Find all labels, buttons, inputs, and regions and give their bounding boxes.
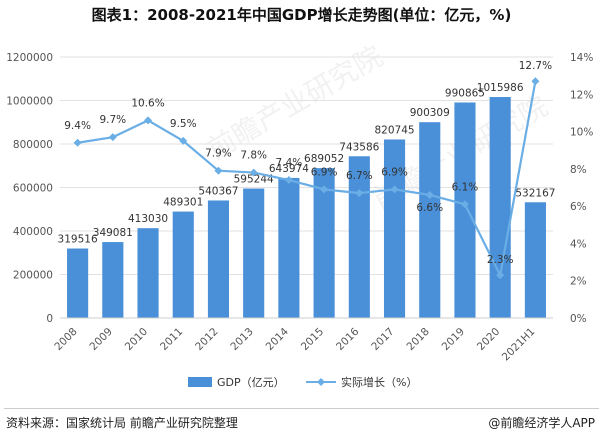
growth-point (355, 189, 364, 198)
brand-attribution: @前瞻经济学人APP (488, 416, 595, 430)
source-note: 资料来源：国家统计局 前瞻产业研究院整理 (6, 416, 238, 430)
gdp-value-label: 349081 (93, 227, 133, 239)
growth-point (496, 271, 505, 280)
gdp-bar (278, 177, 300, 318)
footer: 资料来源：国家统计局 前瞻产业研究院整理 @前瞻经济学人APP (0, 408, 603, 436)
y-left-tick-label: 600000 (13, 183, 53, 195)
gdp-bar (348, 156, 370, 318)
x-tick-label: 2011 (158, 326, 185, 353)
growth-value-label: 10.6% (131, 97, 164, 109)
gdp-value-label: 413030 (128, 213, 168, 225)
x-tick-label: 2010 (123, 326, 150, 353)
gdp-bar (383, 139, 406, 318)
gdp-bar (489, 97, 511, 319)
gdp-bar (313, 168, 335, 318)
y-right-tick-label: 14% (570, 52, 593, 64)
growth-value-label: 6.7% (346, 170, 373, 182)
growth-point (284, 176, 293, 185)
gdp-value-label: 820745 (374, 124, 414, 136)
y-left-tick-label: 1000000 (6, 96, 53, 108)
y-right-tick-label: 6% (570, 201, 587, 213)
legend-swatch-gdp (188, 377, 212, 387)
x-tick-label: 2017 (369, 326, 396, 353)
legend-label-growth: 实际增长（%） (341, 375, 417, 389)
y-left-tick-label: 0 (46, 313, 53, 325)
growth-value-label: 6.9% (311, 166, 338, 178)
growth-point (179, 136, 188, 145)
x-tick-label: 2015 (299, 326, 326, 353)
x-tick-label: 2014 (264, 325, 292, 353)
y-right-tick-label: 10% (570, 127, 593, 139)
gdp-bar (207, 200, 230, 318)
gdp-bar (67, 248, 89, 318)
growth-point (73, 138, 82, 147)
y-right-tick-label: 8% (570, 164, 587, 176)
growth-point (425, 190, 434, 199)
x-tick-label: 2012 (193, 326, 220, 353)
gdp-value-label: 689052 (304, 153, 344, 165)
y-left-tick-label: 800000 (13, 139, 53, 151)
gdp-bar (419, 122, 441, 318)
gdp-value-label: 540367 (198, 185, 238, 197)
growth-value-label: 2.3% (487, 254, 514, 266)
y-left-tick-label: 1200000 (6, 52, 53, 64)
growth-point (531, 77, 540, 86)
gdp-value-label: 900309 (410, 107, 450, 119)
gdp-value-label: 643974 (269, 163, 309, 175)
growth-value-label: 6.6% (416, 202, 443, 214)
gdp-bar (243, 188, 265, 318)
gdp-value-label: 743586 (339, 141, 379, 153)
gdp-value-label: 990865 (445, 87, 485, 99)
growth-value-label: 12.7% (519, 60, 552, 72)
y-right-tick-label: 2% (570, 276, 587, 288)
x-tick-label: 2021H1 (500, 326, 538, 364)
gdp-value-label: 1015986 (477, 82, 524, 94)
growth-value-label: 6.9% (381, 166, 408, 178)
growth-value-label: 9.7% (99, 114, 126, 126)
gdp-value-label: 319516 (58, 234, 98, 246)
growth-point (460, 200, 469, 209)
growth-point (320, 185, 329, 194)
gdp-bar (524, 202, 546, 318)
chart-title: 图表1：2008-2021年中国GDP增长走势图(单位：亿元，%) (91, 6, 512, 24)
y-right-tick-label: 0% (570, 313, 587, 325)
gdp-value-label: 595244 (234, 174, 274, 186)
growth-point (144, 116, 153, 125)
growth-point (108, 133, 117, 142)
gdp-value-label: 532167 (515, 187, 555, 199)
gdp-bar (137, 228, 159, 318)
y-left-tick-label: 200000 (13, 270, 53, 282)
x-tick-label: 2009 (88, 326, 115, 353)
gdp-bar (172, 211, 194, 318)
growth-value-label: 7.8% (240, 150, 267, 162)
growth-value-label: 7.9% (205, 148, 232, 160)
growth-value-label: 7.4% (276, 157, 303, 169)
gdp-value-label: 489301 (163, 197, 203, 209)
growth-line (77, 81, 537, 279)
x-tick-label: 2013 (228, 326, 255, 353)
x-tick-label: 2020 (475, 326, 502, 353)
y-right-tick-label: 4% (570, 238, 587, 250)
y-right-tick-label: 12% (570, 89, 593, 101)
growth-value-label: 9.4% (64, 120, 91, 132)
x-tick-label: 2018 (404, 326, 431, 353)
footer-divider (4, 408, 599, 409)
growth-point (214, 166, 223, 175)
gdp-bar (454, 102, 476, 318)
legend-marker-growth (317, 378, 325, 386)
growth-value-label: 9.5% (170, 118, 197, 130)
x-tick-label: 2019 (440, 326, 467, 353)
growth-point (249, 168, 258, 177)
legend-label-gdp: GDP（亿元） (217, 376, 285, 389)
y-left-tick-label: 400000 (13, 226, 53, 238)
x-tick-label: 2008 (52, 326, 79, 353)
x-tick-label: 2016 (334, 325, 362, 353)
growth-value-label: 6.1% (452, 181, 479, 193)
growth-point (390, 185, 399, 194)
gdp-bar (102, 242, 124, 318)
